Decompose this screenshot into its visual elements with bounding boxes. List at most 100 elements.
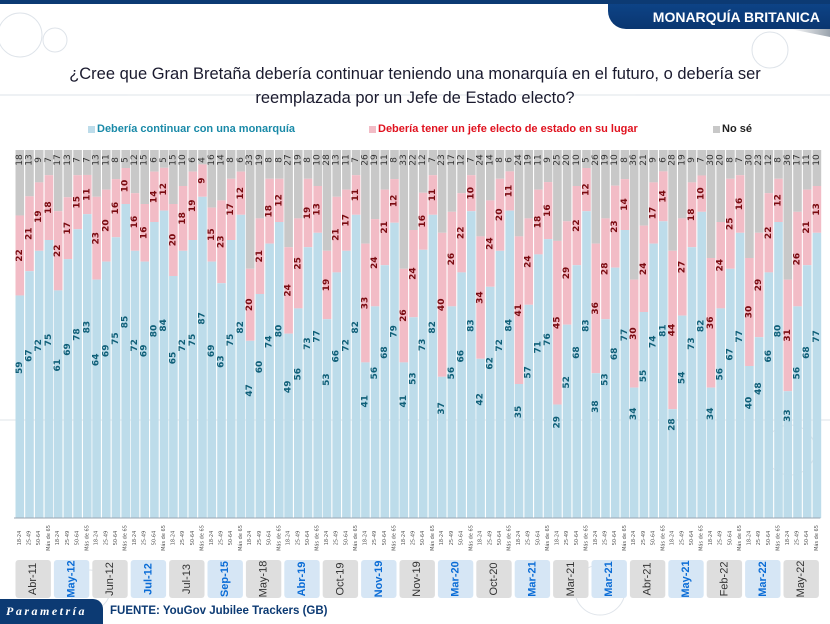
bar-segment-dont-know	[207, 150, 217, 208]
data-label-elected: 19	[322, 279, 332, 292]
bar-segment-elected	[486, 200, 495, 287]
age-group-label: 25-49	[411, 531, 417, 546]
bar-segment-elected	[428, 175, 438, 215]
bar-base	[15, 510, 25, 518]
bar-group: May-1217226118-2413176925-497157850-6471…	[53, 150, 92, 598]
bar-segment-dont-know	[601, 150, 610, 219]
data-label-elected: 14	[620, 198, 630, 211]
data-label-dont-know: 28	[668, 154, 678, 166]
age-group-label: 25-49	[103, 531, 109, 546]
age-group-label: 25-49	[372, 531, 378, 546]
bar-segment-dont-know	[130, 150, 140, 194]
data-label-elected: 16	[140, 227, 150, 240]
age-group-label: 50-64	[535, 531, 541, 546]
date-label-box	[169, 560, 205, 598]
data-label-dont-know: 10	[610, 154, 620, 166]
age-group-label: 25-49	[449, 531, 455, 546]
age-group-label: 50-64	[190, 531, 196, 546]
data-label-monarchy: 75	[111, 332, 121, 345]
bar-segment-elected	[659, 171, 668, 222]
data-label-dont-know: 6	[658, 157, 668, 163]
data-label-monarchy: 87	[198, 312, 208, 325]
bar-segment-monarchy	[610, 267, 620, 510]
age-group-label: 18-24	[631, 531, 637, 546]
bar-segment-elected	[34, 182, 44, 251]
data-label-dont-know: 25	[552, 154, 562, 165]
data-label-monarchy: 77	[313, 330, 323, 343]
bar-segment-elected	[399, 268, 409, 363]
bar-segment-elected	[111, 179, 121, 238]
bar-base	[572, 510, 582, 518]
bar-segment-monarchy	[159, 210, 169, 510]
bar-base	[802, 510, 812, 518]
data-label-monarchy: 79	[390, 325, 400, 338]
bar-segment-monarchy	[418, 249, 428, 510]
bar-base	[514, 510, 524, 518]
data-label-monarchy: 80	[149, 325, 159, 338]
data-label-dont-know: 18	[15, 154, 25, 166]
bar-segment-monarchy	[150, 222, 159, 510]
bar-segment-dont-know	[505, 150, 514, 172]
age-group-label: 18-24	[554, 531, 560, 546]
data-label-elected: 33	[360, 297, 370, 310]
bar-segment-monarchy	[735, 232, 745, 511]
age-group-label: Más de 65	[275, 525, 282, 551]
bar-group: Abr-1927244918-2419255625-498197350-6410…	[284, 150, 323, 598]
bar-base	[140, 510, 149, 518]
bar-segment-elected	[476, 236, 485, 359]
date-label-box	[130, 560, 167, 598]
bar-segment-elected	[783, 279, 793, 392]
data-label-dont-know: 10	[572, 154, 582, 166]
bar-segment-monarchy	[582, 211, 591, 510]
date-label: Jun-12	[104, 562, 116, 596]
data-label-dont-know: 6	[505, 157, 515, 163]
age-group-label: 50-64	[75, 531, 81, 546]
data-label-monarchy: 84	[159, 319, 169, 332]
bar-segment-monarchy	[198, 196, 207, 511]
bar-group: Abr-21 36 30 34 18-24 21 24 55 25-49 9 17 74 50-64 6 1…	[629, 150, 668, 598]
age-group-label: Más de 65	[122, 525, 129, 551]
bar-segment-monarchy	[726, 268, 735, 510]
date-label-box	[92, 560, 128, 598]
legend-item-elected: Debería tener un jefe electo de estado e…	[369, 123, 638, 135]
data-label-dont-know: 22	[409, 154, 419, 165]
age-group-label: 18-24	[785, 531, 791, 546]
bar-segment-elected	[649, 182, 658, 244]
bar-segment-elected	[207, 207, 217, 262]
bar-segment-dont-know	[457, 150, 466, 194]
bar-segment-elected	[582, 168, 591, 212]
bar-group: Jun-12 13 23 64 18-24 11 20 69 25-49 8 16 75 50-64 5 1…	[92, 150, 131, 598]
data-label-elected: 10	[697, 187, 707, 200]
data-label-elected: 20	[495, 209, 505, 222]
date-label-box	[629, 560, 666, 598]
bar-segment-monarchy	[505, 210, 514, 510]
bar-segment-monarchy	[342, 250, 351, 511]
bar-segment-dont-know	[610, 150, 620, 186]
data-label-monarchy: 53	[601, 373, 611, 386]
bar-segment-monarchy	[659, 221, 668, 511]
bar-segment-monarchy	[774, 222, 783, 510]
bar-segment-elected	[812, 186, 822, 233]
age-group-label: 50-64	[382, 531, 388, 546]
data-label-elected: 16	[543, 204, 553, 217]
age-group-label: 50-64	[267, 531, 273, 546]
bar-base	[121, 510, 130, 518]
data-label-elected: 26	[793, 253, 803, 266]
bar-segment-monarchy	[629, 387, 639, 510]
bar-segment-dont-know	[275, 150, 284, 179]
age-group-label: 25-49	[564, 531, 570, 546]
bar-segment-monarchy	[169, 276, 178, 510]
date-label-box	[284, 560, 320, 598]
age-group-label: Más de 65	[736, 525, 743, 551]
data-label-monarchy: 67	[25, 349, 35, 362]
bar-segment-elected	[553, 240, 562, 405]
data-label-dont-know: 23	[754, 154, 764, 165]
data-label-monarchy: 72	[341, 339, 351, 352]
bar-segment-dont-know	[726, 150, 735, 179]
data-label-monarchy: 72	[495, 339, 505, 352]
bar-base	[53, 510, 63, 518]
data-label-monarchy: 41	[399, 395, 409, 408]
data-label-dont-know: 6	[236, 157, 246, 163]
bar-segment-elected	[178, 186, 188, 251]
parametria-logo: Parametría	[0, 599, 103, 624]
